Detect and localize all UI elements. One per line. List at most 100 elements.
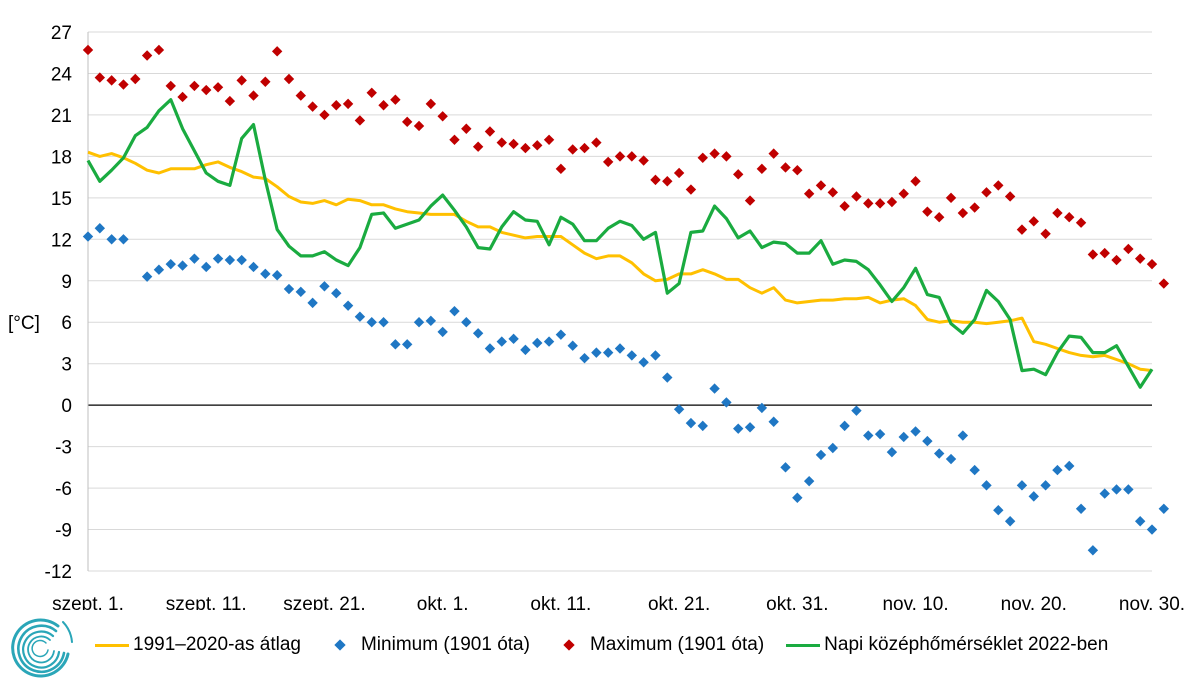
maximum-marker: [295, 90, 306, 101]
x-tick-label: nov. 20.: [1001, 594, 1067, 610]
maximum-marker: [1134, 253, 1146, 264]
x-tick-label: szept. 11.: [166, 594, 247, 610]
minimum-marker: [993, 504, 1004, 516]
minimum-marker: [1075, 503, 1087, 515]
maximum-marker: [851, 191, 862, 202]
minimum-marker: [402, 339, 413, 350]
y-tick-label: 12: [51, 230, 72, 251]
maximum-marker: [224, 95, 236, 107]
maximum-marker: [189, 80, 200, 92]
maximum-marker: [579, 142, 590, 154]
y-tick-label: 21: [51, 106, 72, 127]
minimum-marker: [945, 453, 957, 465]
maximum-marker: [1146, 258, 1158, 270]
maximum-marker: [1052, 207, 1063, 219]
maximum-marker: [366, 87, 377, 99]
average-line: [87, 150, 1153, 373]
maximum-marker: [957, 207, 969, 219]
minimum-marker: [106, 234, 117, 245]
maximum-marker: [662, 176, 673, 187]
minimum-marker: [141, 271, 153, 282]
maximum-marker: [969, 202, 980, 213]
minimum-marker: [354, 311, 366, 322]
minimum-marker: [815, 449, 827, 461]
minimum-marker: [756, 402, 768, 414]
y-tick-label: 27: [51, 23, 72, 44]
maximum-marker: [248, 90, 259, 101]
minimum-marker: [555, 329, 567, 340]
y-tick-label: 3: [61, 355, 72, 376]
maximum-marker: [910, 176, 921, 187]
maximum-marker: [555, 163, 567, 175]
maximum-marker: [1004, 191, 1016, 202]
y-tick-label: 9: [61, 272, 72, 293]
minimum-marker: [638, 357, 649, 368]
maximum-marker: [1158, 278, 1170, 289]
maximum-marker: [839, 200, 850, 212]
maximum-marker: [378, 100, 389, 111]
maximum-marker: [354, 115, 366, 126]
minimum-marker: [1004, 516, 1016, 527]
maximum-marker: [390, 94, 401, 105]
maximum-marker: [934, 211, 945, 223]
minimum-marker: [520, 344, 531, 356]
maximum-marker: [141, 50, 153, 61]
minimum-marker: [1111, 484, 1122, 495]
maximum-marker: [319, 109, 330, 121]
maximum-marker: [1040, 228, 1051, 239]
maximum-marker: [1111, 254, 1122, 266]
minimum-marker: [685, 417, 697, 429]
minimum-marker: [189, 253, 200, 264]
y-tick-label: -9: [55, 521, 72, 542]
maximum-marker: [532, 140, 543, 151]
maximum-marker: [118, 79, 129, 90]
maximum-marker: [744, 195, 756, 206]
minimum-marker: [212, 253, 224, 264]
maximum-marker: [212, 82, 224, 93]
maximum-marker: [484, 126, 496, 137]
maximum-marker: [472, 141, 484, 152]
minimum-marker: [390, 339, 401, 350]
minimum-marker: [567, 340, 578, 351]
minimum-marker: [709, 383, 720, 394]
y-tick-label: 0: [61, 396, 72, 417]
maximum-marker: [461, 123, 472, 134]
minimum-marker: [1016, 480, 1028, 491]
maximum-marker: [342, 98, 354, 110]
minimum-marker: [472, 328, 484, 339]
minimum-marker: [153, 264, 165, 275]
maximum-marker: [177, 91, 188, 103]
minimum-marker: [283, 283, 295, 295]
minimum-marker: [319, 281, 330, 292]
minimum-marker: [496, 336, 507, 347]
maximum-marker: [271, 46, 283, 57]
maximum-marker: [106, 75, 117, 86]
maximum-marker: [697, 152, 708, 163]
maximum-marker: [792, 165, 803, 176]
maximum-marker: [922, 206, 933, 217]
maximum-marker: [1123, 243, 1134, 255]
minimum-marker: [780, 462, 791, 473]
maximum-marker: [307, 101, 318, 112]
minimum-marker: [1123, 484, 1134, 495]
legend-label-average: 1991–2020-as átlag: [133, 634, 301, 655]
minimum-marker: [413, 317, 425, 328]
maximum-marker: [650, 174, 661, 186]
maximum-marker: [201, 84, 212, 96]
minimum-marker: [792, 492, 803, 503]
maximum-marker: [130, 73, 141, 85]
maximum-marker: [1064, 211, 1075, 223]
maximum-marker: [413, 120, 425, 132]
maximum-marker: [756, 163, 768, 175]
minimum-marker: [236, 254, 247, 266]
minimum-marker: [1087, 545, 1099, 556]
minimum-marker: [1134, 516, 1146, 527]
minimum-marker: [591, 347, 602, 358]
x-tick-label: szept. 1.: [52, 594, 124, 610]
legend-swatch-maximum: [552, 635, 586, 655]
x-tick-label: okt. 1.: [417, 594, 469, 610]
legend-label-daily-mean-2022: Napi középhőmérséklet 2022-ben: [824, 634, 1109, 655]
maximum-marker: [685, 184, 697, 195]
minimum-marker: [733, 423, 744, 434]
legend-area: 1991–2020-as átlag Minimum (1901 óta) Ma…: [0, 608, 1200, 685]
